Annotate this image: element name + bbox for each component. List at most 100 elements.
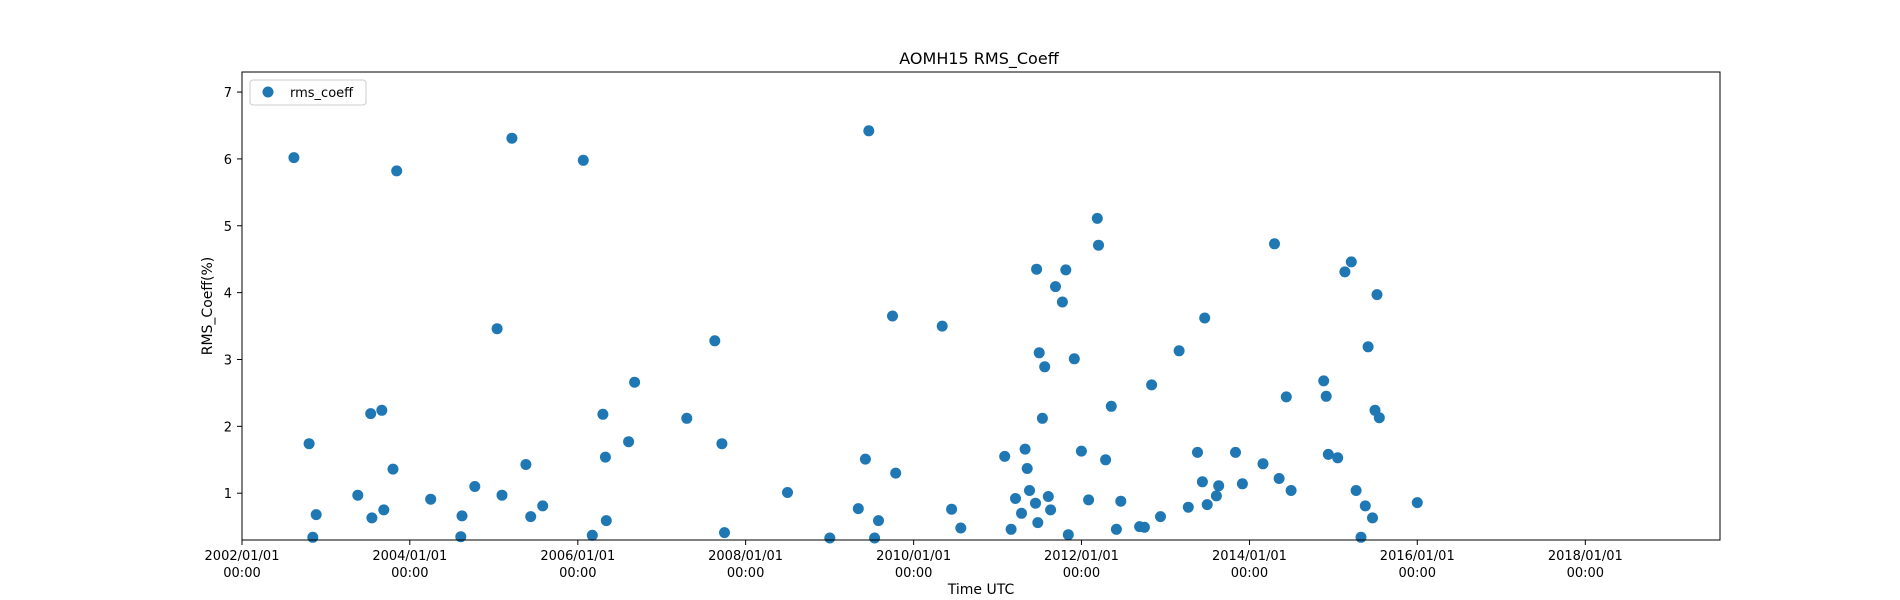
y-tick-label: 3 (224, 353, 232, 368)
data-point (955, 522, 967, 534)
data-points (288, 125, 1423, 544)
data-point (1257, 458, 1269, 470)
x-tick-label-date: 2006/01/01 (540, 549, 615, 564)
x-tick-label-time: 00:00 (727, 566, 764, 581)
data-point (288, 152, 300, 164)
data-point (378, 504, 390, 516)
data-point (1019, 443, 1031, 455)
data-point (586, 529, 598, 541)
plot-frame (241, 71, 1721, 541)
data-point (681, 412, 693, 424)
data-point (1138, 521, 1150, 533)
data-point (1083, 494, 1095, 506)
plot-background (242, 72, 1720, 540)
data-point (1155, 511, 1166, 523)
data-point (1016, 507, 1027, 519)
data-point (1093, 239, 1104, 251)
data-point (1322, 448, 1334, 460)
data-point (376, 404, 388, 416)
x-tick-label-time: 00:00 (1231, 566, 1268, 581)
data-point (520, 459, 532, 470)
data-point (1030, 497, 1041, 509)
y-tick-label: 5 (224, 220, 232, 235)
data-point (537, 500, 549, 512)
y-tick-label: 2 (224, 420, 232, 435)
data-point (1285, 485, 1297, 496)
x-tick-label-date: 2014/01/01 (1212, 549, 1287, 564)
data-point (1146, 379, 1158, 391)
data-point (946, 503, 958, 515)
y-tick-label: 7 (224, 86, 232, 101)
data-point (1173, 345, 1185, 357)
data-point (1359, 500, 1371, 512)
data-point (597, 408, 609, 420)
data-point (1411, 497, 1423, 509)
data-point (491, 323, 503, 335)
data-point (936, 320, 948, 332)
data-point (600, 515, 612, 527)
y-axis-ticks: 1 2 3 4 5 6 7 (224, 86, 242, 502)
data-point (1021, 463, 1033, 474)
data-point (303, 438, 315, 450)
x-tick-label-date: 2010/01/01 (876, 549, 951, 564)
data-point (1236, 478, 1248, 490)
legend: rms_coeff (249, 79, 367, 106)
data-point (366, 512, 378, 524)
data-point (307, 531, 319, 543)
x-tick-label-date: 2012/01/01 (1044, 549, 1119, 564)
data-point (1075, 445, 1087, 457)
x-tick-label-date: 2002/01/01 (205, 549, 280, 564)
data-point (1201, 499, 1213, 511)
plot-area (242, 72, 1720, 540)
data-point (1033, 347, 1045, 359)
data-point (391, 165, 403, 177)
y-tick-label: 6 (224, 153, 232, 168)
data-point (455, 531, 467, 543)
x-tick-label-date: 2018/01/01 (1548, 549, 1623, 564)
data-point (1280, 391, 1292, 403)
data-point (1060, 264, 1072, 276)
data-point (1318, 375, 1330, 387)
data-point (1045, 504, 1057, 516)
data-point (719, 527, 730, 539)
data-point (469, 481, 481, 492)
data-point (623, 436, 635, 448)
data-point (425, 493, 437, 505)
data-point (1115, 495, 1127, 507)
data-point (1373, 412, 1385, 424)
data-point (365, 408, 377, 420)
data-point (1105, 400, 1117, 412)
x-tick-label-date: 2016/01/01 (1380, 549, 1455, 564)
y-tick-label: 1 (224, 487, 232, 502)
data-point (1042, 491, 1054, 502)
x-tick-label-time: 00:00 (223, 566, 260, 581)
data-point (873, 515, 884, 527)
data-point (525, 511, 537, 523)
data-point (1068, 353, 1080, 365)
data-point (887, 310, 898, 322)
data-point (1091, 212, 1103, 224)
x-axis-ticks: 2002/01/01 00:00 2004/01/01 00:00 2006/01/01… (205, 540, 1623, 581)
data-point (1332, 452, 1344, 464)
y-axis-label: RMS_Coeff(%) (200, 257, 216, 356)
data-point (1039, 361, 1051, 373)
x-tick-label-time: 00:00 (391, 566, 428, 581)
data-point (1350, 485, 1362, 496)
data-point (1362, 341, 1374, 353)
x-tick-label-time: 00:00 (1399, 566, 1436, 581)
data-point (506, 132, 518, 144)
data-point (869, 532, 881, 544)
data-point (1339, 266, 1351, 278)
data-point (1100, 454, 1112, 466)
x-tick-label-time: 00:00 (1567, 566, 1604, 581)
data-point (716, 438, 728, 450)
x-tick-label-time: 00:00 (1063, 566, 1100, 581)
data-point (1031, 263, 1043, 275)
data-point (1056, 296, 1068, 308)
data-point (1345, 256, 1357, 268)
data-point (1199, 312, 1211, 324)
data-point (629, 376, 641, 388)
data-point (352, 489, 364, 501)
data-point (1213, 480, 1225, 492)
x-tick-label-date: 2008/01/01 (708, 549, 783, 564)
